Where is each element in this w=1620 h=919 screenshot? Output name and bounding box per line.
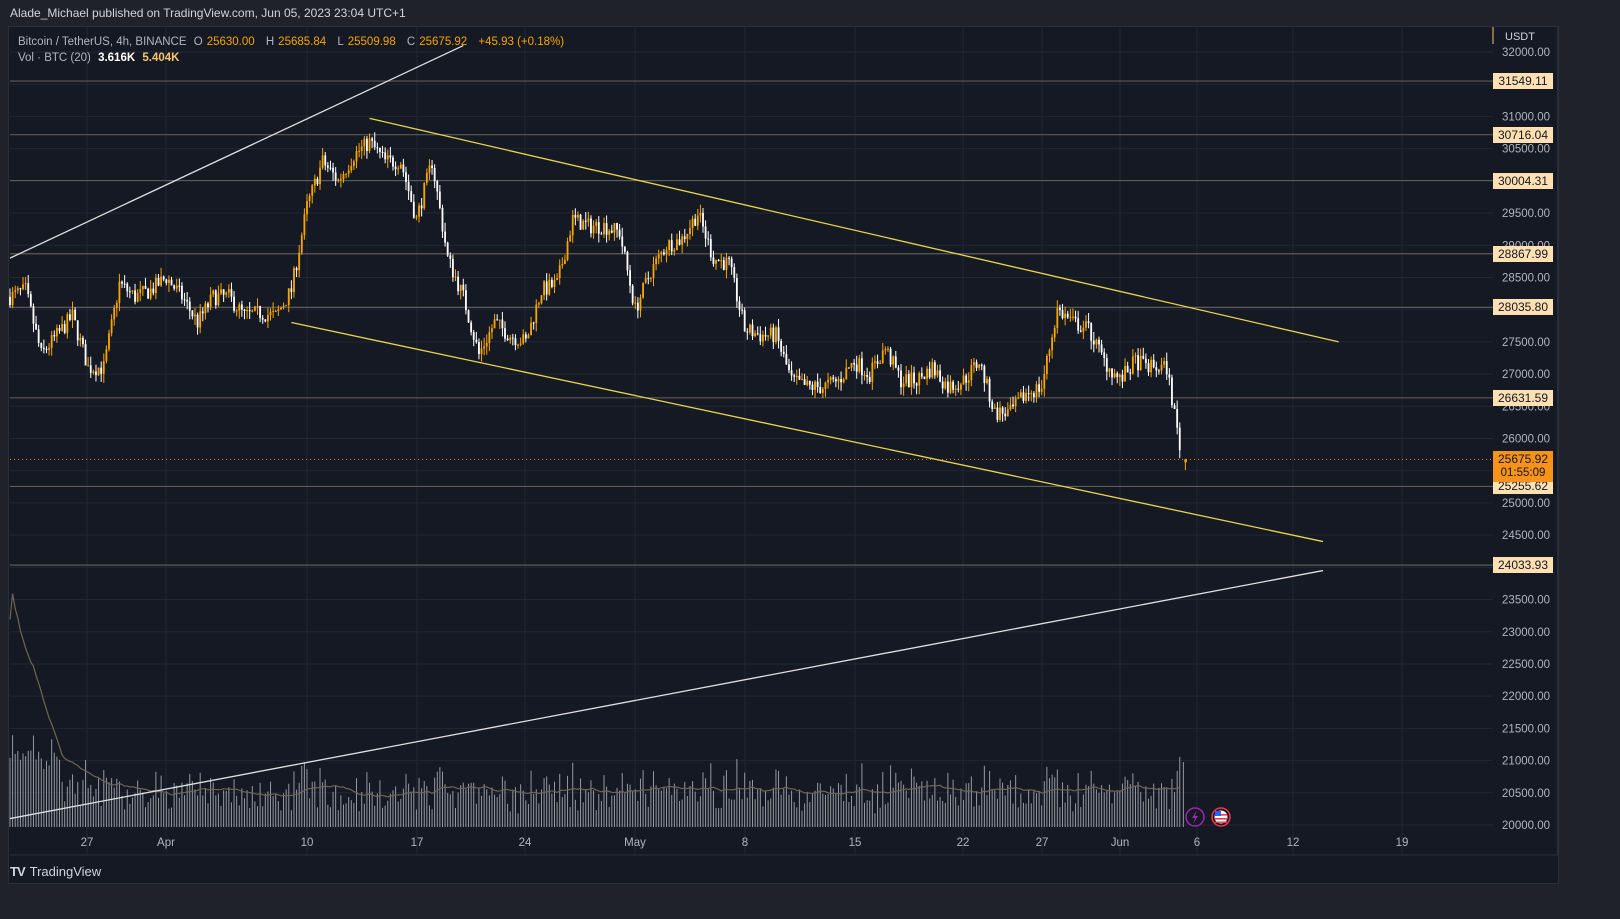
symbol-name[interactable]: Bitcoin / TetherUS, 4h, BINANCE <box>18 36 187 48</box>
svg-text:21500.00: 21500.00 <box>1502 723 1550 735</box>
level-tag: 24033.93 <box>1493 557 1553 574</box>
svg-text:20500.00: 20500.00 <box>1502 788 1550 800</box>
publish-info: Alade_Michael published on TradingView.c… <box>10 6 406 20</box>
footer: TV TradingView <box>10 864 101 879</box>
svg-text:12: 12 <box>1287 837 1300 849</box>
volume-indicator-label[interactable]: Vol · BTC (20) <box>18 52 91 64</box>
svg-text:Apr: Apr <box>157 837 175 849</box>
volume-ma-line <box>9 593 1181 798</box>
svg-text:22000.00: 22000.00 <box>1502 691 1550 703</box>
trendlines[interactable] <box>9 44 1339 820</box>
rising-upper-trendline[interactable] <box>9 44 464 259</box>
svg-text:29500.00: 29500.00 <box>1502 208 1550 220</box>
level-tag: 26631.59 <box>1493 389 1553 406</box>
high-value: 25685.84 <box>278 36 327 48</box>
svg-text:17: 17 <box>411 837 424 849</box>
horizontal-levels[interactable] <box>10 80 1493 566</box>
svg-text:23000.00: 23000.00 <box>1502 627 1550 639</box>
descending-channel-bottom-trendline[interactable] <box>291 321 1324 543</box>
svg-text:27: 27 <box>1036 837 1049 849</box>
volume-bars <box>9 735 1184 827</box>
descending-channel-top-trendline[interactable] <box>369 117 1339 343</box>
tradingview-logo-icon[interactable]: TV <box>10 864 26 879</box>
svg-text:20000.00: 20000.00 <box>1502 820 1550 832</box>
level-tag: 28867.99 <box>1493 245 1553 262</box>
svg-text:15: 15 <box>849 837 862 849</box>
svg-text:27: 27 <box>81 837 94 849</box>
level-tag: 30716.04 <box>1493 126 1553 143</box>
lightning-event-icon[interactable] <box>1185 807 1205 827</box>
time-axis-labels: 27 Apr 10 17 24 May 8 15 22 27 Jun 6 12 19 <box>81 837 1409 849</box>
svg-text:21000.00: 21000.00 <box>1502 756 1550 768</box>
currency-label[interactable]: USDT <box>1505 31 1535 43</box>
svg-text:Jun: Jun <box>1111 837 1130 849</box>
volume-value: 3.616K <box>98 52 136 64</box>
us-flag-event-icon[interactable] <box>1211 807 1231 827</box>
candlesticks <box>9 132 1187 471</box>
svg-text:23500.00: 23500.00 <box>1502 595 1550 607</box>
chart-legend: Bitcoin / TetherUS, 4h, BINANCE O 25630.0… <box>18 34 568 66</box>
grid-lines <box>10 27 1493 855</box>
svg-text:22: 22 <box>957 837 970 849</box>
current-price-tag: 25675.92 01:55:09 <box>1493 451 1553 483</box>
svg-text:27000.00: 27000.00 <box>1502 369 1550 381</box>
svg-text:31000.00: 31000.00 <box>1502 111 1550 123</box>
level-tag: 31549.11 <box>1493 73 1553 90</box>
volume-ma-value: 5.404K <box>142 52 180 64</box>
change-value: +45.93 (+0.18%) <box>478 36 565 48</box>
volume-line: Vol · BTC (20) 3.616K 5.404K <box>18 50 568 66</box>
svg-text:19: 19 <box>1396 837 1409 849</box>
svg-text:30500.00: 30500.00 <box>1502 144 1550 156</box>
close-value: 25675.92 <box>419 36 468 48</box>
svg-text:28500.00: 28500.00 <box>1502 272 1550 284</box>
level-tag: 30004.31 <box>1493 172 1553 189</box>
rising-lower-trendline[interactable] <box>9 569 1324 820</box>
svg-text:25000.00: 25000.00 <box>1502 498 1550 510</box>
bar-countdown: 01:55:09 <box>1500 467 1546 480</box>
level-tag: 28035.80 <box>1493 299 1553 316</box>
brand-name[interactable]: TradingView <box>29 864 102 879</box>
svg-text:22500.00: 22500.00 <box>1502 659 1550 671</box>
svg-text:32000.00: 32000.00 <box>1502 47 1550 59</box>
svg-text:May: May <box>624 837 646 849</box>
svg-text:26000.00: 26000.00 <box>1502 434 1550 446</box>
svg-text:27500.00: 27500.00 <box>1502 337 1550 349</box>
svg-text:8: 8 <box>742 837 748 849</box>
open-value: 25630.00 <box>206 36 255 48</box>
svg-text:24500.00: 24500.00 <box>1502 530 1550 542</box>
low-value: 25509.98 <box>347 36 396 48</box>
svg-text:10: 10 <box>301 837 314 849</box>
svg-text:24: 24 <box>519 837 532 849</box>
symbol-line: Bitcoin / TetherUS, 4h, BINANCE O 25630.0… <box>18 36 565 48</box>
svg-text:6: 6 <box>1194 837 1200 849</box>
current-price: 25675.92 <box>1497 452 1549 467</box>
price-axis-ticks: 32000.0031000.0030500.0029500.0029000.00… <box>1502 47 1550 832</box>
level-tag: 25255.62 <box>1493 478 1553 495</box>
